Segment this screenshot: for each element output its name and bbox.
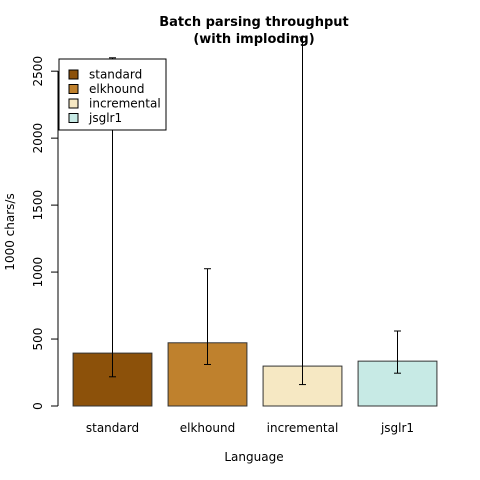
legend-label-incremental: incremental <box>89 97 161 111</box>
y-tick-label: 0 <box>31 402 45 410</box>
x-tick-label-elkhound: elkhound <box>180 421 235 435</box>
legend-label-jsglr1: jsglr1 <box>88 111 122 125</box>
x-tick-label-incremental: incremental <box>267 421 339 435</box>
x-axis-label: Language <box>224 450 283 464</box>
legend-label-elkhound: elkhound <box>89 82 144 96</box>
y-tick-label: 500 <box>31 328 45 351</box>
y-axis: 0 500 1000 1500 2000 2500 <box>31 56 59 410</box>
legend-swatch-incremental <box>68 98 79 109</box>
legend-swatch-standard <box>68 69 79 80</box>
y-tick-label: 1000 <box>31 257 45 288</box>
chart-title-line-2: (with imploding) <box>193 32 314 47</box>
bars <box>72 342 438 407</box>
legend-swatch-elkhound <box>68 84 79 94</box>
x-tick-label-standard: standard <box>86 421 139 435</box>
legend-swatch-jsglr1 <box>68 113 79 123</box>
y-tick-label: 2500 <box>31 56 45 87</box>
y-axis-label: 1000 chars/s <box>3 193 17 270</box>
x-tick-labels: standard elkhound incremental jsglr1 <box>86 421 414 435</box>
y-tick-label: 1500 <box>31 190 45 221</box>
x-tick-label-jsglr1: jsglr1 <box>380 421 414 435</box>
y-tick-label: 2000 <box>31 123 45 154</box>
chart-title-line-1: Batch parsing throughput <box>159 15 349 30</box>
legend-label-standard: standard <box>89 68 142 82</box>
